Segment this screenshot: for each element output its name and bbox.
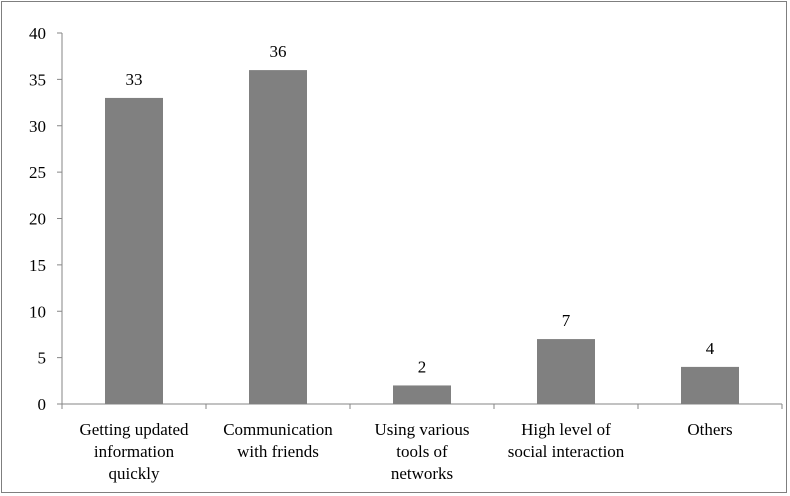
y-tick-label: 10	[29, 302, 46, 321]
y-tick-label: 25	[29, 163, 46, 182]
category-label: Communication	[223, 420, 333, 439]
bar	[681, 366, 739, 404]
y-tick-label: 15	[29, 256, 46, 275]
category-label: quickly	[109, 464, 160, 483]
category-label: High level of	[521, 420, 611, 439]
category-label: networks	[391, 464, 453, 483]
bar	[393, 385, 451, 404]
y-tick-label: 5	[38, 349, 47, 368]
category-label: Using various	[375, 420, 470, 439]
y-tick-label: 40	[29, 24, 46, 43]
data-label: 7	[562, 311, 571, 330]
data-label: 36	[270, 42, 287, 61]
bar	[537, 339, 595, 404]
data-label: 33	[126, 70, 143, 89]
category-label: with friends	[237, 442, 319, 461]
category-label: information	[94, 442, 175, 461]
y-tick-label: 30	[29, 117, 46, 136]
y-tick-label: 35	[29, 70, 46, 89]
category-label: Getting updated	[79, 420, 189, 439]
category-label: tools of	[396, 442, 448, 461]
data-label: 4	[706, 339, 715, 358]
category-label: social interaction	[508, 442, 625, 461]
bar	[105, 97, 163, 405]
y-tick-label: 0	[38, 395, 47, 414]
bar	[249, 70, 307, 404]
category-label: Others	[687, 420, 732, 439]
y-tick-label: 20	[29, 210, 46, 229]
data-label: 2	[418, 357, 427, 376]
